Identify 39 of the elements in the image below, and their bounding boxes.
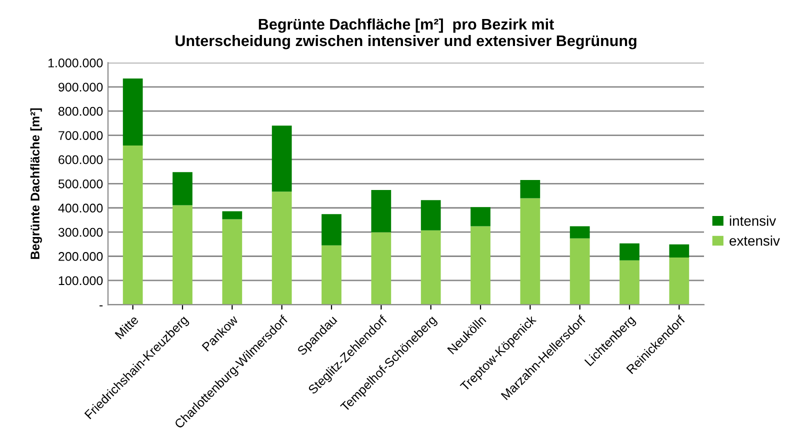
bar <box>322 214 342 246</box>
y-tick-label: 500.000 <box>58 179 103 188</box>
bar <box>570 238 590 305</box>
chart-title: Begrünte Dachfläche [m²] pro Bezirk mit Unterscheidung zwischen intensiver und extensiver Begrünung <box>176 18 636 50</box>
bar <box>570 226 590 238</box>
bar <box>172 205 192 305</box>
y-tick-label: 700.000 <box>58 131 103 140</box>
bar <box>520 198 540 305</box>
y-tick-label: 900.000 <box>58 82 103 92</box>
bar <box>322 245 342 305</box>
y-tick-label: 400.000 <box>58 204 103 213</box>
y-tick-label: 100.000 <box>58 276 103 286</box>
bar <box>371 190 392 232</box>
bar <box>371 232 392 305</box>
bar <box>669 257 690 305</box>
bar <box>272 192 292 305</box>
bar <box>620 243 640 260</box>
bar <box>172 172 192 206</box>
bar <box>470 226 490 305</box>
bar <box>470 207 490 226</box>
bar <box>222 219 242 305</box>
bar <box>420 200 441 230</box>
bar <box>620 260 640 305</box>
y-tick-label: 800.000 <box>58 106 103 116</box>
y-tick-label: - <box>100 305 103 306</box>
y-tick-label: 200.000 <box>58 252 103 261</box>
bar <box>122 145 143 305</box>
y-tick-label: 300.000 <box>58 228 103 237</box>
y-axis-title: Begrünte Dachfläche [m²] <box>30 108 42 259</box>
bar <box>669 244 690 258</box>
bar <box>272 126 292 192</box>
bar <box>222 211 242 220</box>
bar <box>122 78 143 146</box>
bar <box>520 180 540 198</box>
y-tick-label: 1.000.000 <box>48 58 103 68</box>
y-tick-label: 600.000 <box>58 155 103 164</box>
bar <box>420 230 441 305</box>
legend-label: extensiv <box>730 236 780 246</box>
legend-label: intensiv <box>730 216 776 226</box>
